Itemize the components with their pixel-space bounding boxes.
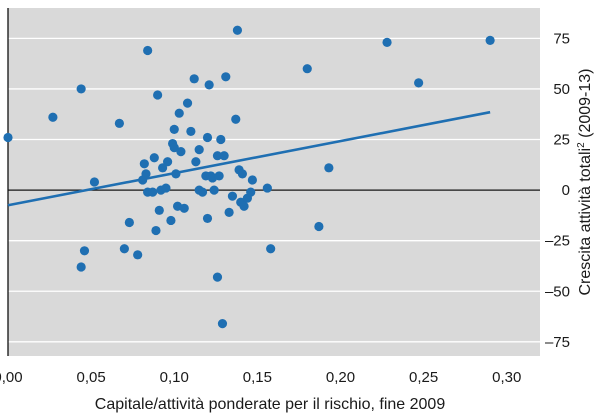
data-point (189, 74, 199, 84)
y-axis-title-superscript: 2 (576, 142, 587, 148)
y-axis-title: Crescita attività totali2 (2009-13) (576, 69, 594, 296)
data-point (216, 134, 226, 145)
x-tick-label: 0,10 (160, 369, 189, 386)
y-tick-label: 0 (562, 182, 570, 199)
data-point (204, 80, 214, 90)
data-point (262, 183, 272, 193)
data-point (217, 319, 228, 329)
x-tick-label: 0,20 (326, 369, 355, 386)
data-point (169, 143, 179, 153)
data-point (382, 37, 392, 47)
data-point (212, 272, 223, 282)
data-point (485, 35, 495, 45)
data-point (48, 112, 58, 122)
data-point (124, 217, 134, 228)
trendline-layer (7, 110, 491, 207)
data-point (176, 147, 186, 157)
data-point (153, 90, 163, 100)
data-points (3, 25, 495, 329)
data-point (324, 163, 334, 173)
data-point (89, 177, 100, 187)
x-tick-label: 0,05 (77, 369, 106, 386)
data-point (414, 78, 424, 88)
data-point (158, 163, 168, 173)
data-point (166, 215, 176, 226)
x-tick-label: 0,15 (243, 369, 272, 386)
data-point (186, 126, 196, 137)
data-point (302, 64, 312, 74)
data-point (239, 201, 249, 211)
trendline (7, 110, 491, 207)
data-point (79, 246, 90, 256)
data-point (139, 159, 149, 169)
y-tick-label: –25 (545, 233, 570, 250)
data-point (246, 187, 256, 197)
axes (7, 8, 540, 356)
data-point (179, 203, 189, 213)
y-tick-label: 50 (553, 81, 570, 98)
data-point (119, 244, 129, 254)
data-point (219, 151, 229, 161)
x-tick-label: 0,30 (492, 369, 521, 386)
data-point (266, 244, 276, 254)
data-point (149, 153, 159, 163)
data-point (197, 187, 208, 197)
data-point (161, 183, 171, 193)
data-point (191, 157, 201, 167)
x-tick-label: 0,00 (0, 369, 23, 386)
x-axis-title: Capitale/attività ponderate per il risch… (95, 396, 446, 413)
data-point (114, 118, 124, 128)
data-point (154, 205, 164, 215)
data-point (231, 114, 241, 124)
x-tick-labels: 0,00 0,05 0,10 0,15 0,20 0,25 0,30 (0, 369, 521, 386)
y-tick-label: 75 (553, 30, 570, 47)
data-point (169, 124, 179, 134)
data-point (133, 250, 143, 260)
data-point (174, 108, 184, 118)
data-point (202, 213, 213, 224)
data-point (209, 185, 219, 195)
data-point (163, 157, 173, 167)
y-tick-label: –75 (545, 334, 570, 351)
data-point (232, 25, 243, 35)
data-point (212, 151, 223, 161)
y-tick-label: –50 (545, 283, 570, 300)
data-point (76, 84, 86, 94)
data-point (214, 171, 224, 181)
y-axis-title-main: Crescita attività totali (577, 148, 594, 296)
y-axis-title-suffix: (2009-13) (577, 69, 594, 143)
data-point (76, 262, 86, 272)
data-point (224, 207, 234, 217)
data-point (202, 132, 213, 143)
x-tick-label: 0,25 (409, 369, 438, 386)
data-point (148, 187, 158, 197)
data-point (221, 72, 231, 82)
data-point (194, 145, 204, 155)
data-point (314, 221, 324, 232)
y-tick-label: 25 (553, 132, 570, 149)
data-point (143, 45, 153, 56)
plot-background (8, 8, 540, 356)
y-tick-labels: 75 50 25 0 –25 –50 –75 (545, 30, 570, 350)
data-point (171, 169, 181, 179)
data-point (237, 169, 248, 179)
data-point (151, 225, 161, 236)
data-point (3, 132, 13, 143)
data-point (141, 169, 151, 179)
data-point (247, 175, 257, 185)
data-point (182, 98, 193, 108)
data-point (227, 191, 238, 201)
